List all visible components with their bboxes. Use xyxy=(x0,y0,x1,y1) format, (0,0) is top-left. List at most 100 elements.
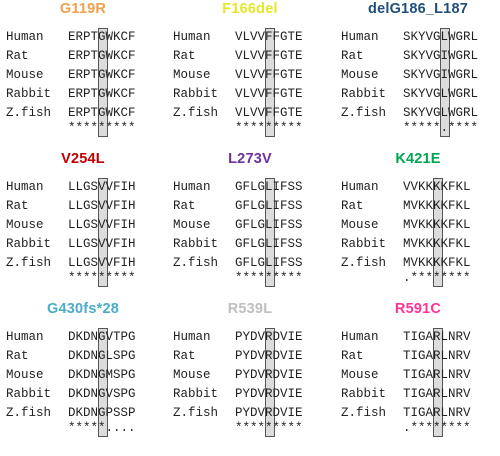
species-label: Mouse xyxy=(6,68,44,82)
species-label: Z.fish xyxy=(173,406,219,420)
species-label: Mouse xyxy=(341,68,379,82)
sequence-text: VLVVFFGTE xyxy=(235,49,303,63)
sequence-text: ERPTGWKCF xyxy=(68,106,136,120)
species-label: Mouse xyxy=(173,218,211,232)
species-label: Rat xyxy=(6,199,29,213)
sequence-text: VVKKKKFKL xyxy=(403,180,471,194)
sequence-text: VLVVFFGTE xyxy=(235,87,303,101)
mutation-column-highlight xyxy=(440,28,450,137)
sequence-text: GFLGLIFSS xyxy=(235,256,303,270)
conservation-line: ********* xyxy=(235,121,303,135)
species-label: Human xyxy=(173,180,211,194)
mutation-title: F166del xyxy=(222,1,278,17)
sequence-text: SKYVGLWGRL xyxy=(403,106,479,120)
species-label: Rat xyxy=(173,349,196,363)
sequence-text: MVKKKKFKL xyxy=(403,199,471,213)
species-label: Rabbit xyxy=(341,87,387,101)
species-label: Human xyxy=(173,330,211,344)
mutation-column-highlight xyxy=(97,328,108,437)
species-label: Human xyxy=(6,330,44,344)
mutation-title: V254L xyxy=(61,151,105,167)
mutation-title: L273V xyxy=(228,151,272,167)
conservation-line: ********* xyxy=(68,271,136,285)
species-label: Mouse xyxy=(341,368,379,382)
species-label: Rat xyxy=(173,49,196,63)
sequence-text: SKYVGIWGRL xyxy=(403,49,479,63)
alignment-panel-8: R591C Human TIGARLNRV Rat TIGARLNRV Mouse TIGA… xyxy=(335,300,500,448)
mutation-title: R539L xyxy=(227,301,273,317)
sequence-text: TIGARLNRV xyxy=(403,406,471,420)
species-label: Mouse xyxy=(6,218,44,232)
species-label: Z.fish xyxy=(6,256,52,270)
species-label: Rabbit xyxy=(6,87,52,101)
mutation-title: R591C xyxy=(394,301,442,317)
sequence-text: GFLGLIFSS xyxy=(235,237,303,251)
sequence-text: DKDNGMSPG xyxy=(68,368,136,382)
species-label: Z.fish xyxy=(341,406,387,420)
sequence-text: PYDVRDVIE xyxy=(235,406,303,420)
mutation-column-highlight xyxy=(97,28,108,137)
sequence-text: TIGARLNRV xyxy=(403,349,471,363)
conservation-line: ********* xyxy=(68,121,136,135)
sequence-text: SKYVGLWGRL xyxy=(403,87,479,101)
species-label: Rabbit xyxy=(173,237,219,251)
species-label: Z.fish xyxy=(341,256,387,270)
sequence-text: MVKKKKFKL xyxy=(403,218,471,232)
species-label: Rat xyxy=(6,49,29,63)
alignment-panel-7: R539L Human PYDVRDVIE Rat PYDVRDVIE Mouse PYDV… xyxy=(167,300,333,448)
species-label: Mouse xyxy=(173,368,211,382)
sequence-text: LLGSVVFIH xyxy=(68,180,136,194)
alignment-panel-4: L273V Human GFLGLIFSS Rat GFLGLIFSS Mouse GFLG… xyxy=(167,150,333,298)
species-label: Rabbit xyxy=(6,387,52,401)
sequence-text: SKYVGIWGRL xyxy=(403,68,479,82)
conservation-line: ********* xyxy=(235,421,303,435)
species-label: Z.fish xyxy=(6,106,52,120)
species-label: Z.fish xyxy=(6,406,52,420)
sequence-text: TIGARLNRV xyxy=(403,387,471,401)
species-label: Human xyxy=(341,330,379,344)
sequence-text: DKDNGPSSP xyxy=(68,406,136,420)
alignment-panel-3: V254L Human LLGSVVFIH Rat LLGSVVFIH Mouse LLGS… xyxy=(0,150,166,298)
conservation-line: ********* xyxy=(235,271,303,285)
sequence-text: LLGSVVFIH xyxy=(68,256,136,270)
conservation-line: .******** xyxy=(403,421,471,435)
mutation-column-highlight xyxy=(432,178,443,287)
species-label: Human xyxy=(6,30,44,44)
sequence-text: ERPTGWKCF xyxy=(68,30,136,44)
sequence-text: ERPTGWKCF xyxy=(68,68,136,82)
mutation-column-highlight xyxy=(432,328,443,437)
sequence-text: PYDVRDVIE xyxy=(235,387,303,401)
conservation-line: *****.**** xyxy=(403,121,479,135)
sequence-text: LLGSVVFIH xyxy=(68,237,136,251)
conservation-line: *****.... xyxy=(68,421,136,435)
sequence-text: DKDNGLSPG xyxy=(68,349,136,363)
species-label: Human xyxy=(341,180,379,194)
mutation-column-highlight xyxy=(264,28,275,137)
mutation-title: K421E xyxy=(395,151,441,167)
species-label: Z.fish xyxy=(173,256,219,270)
species-label: Human xyxy=(173,30,211,44)
sequence-text: GFLGLIFSS xyxy=(235,180,303,194)
sequence-text: TIGARLNRV xyxy=(403,330,471,344)
mutation-title: G430fs*28 xyxy=(47,301,119,317)
alignment-panel-5: K421E Human VVKKKKFKL Rat MVKKKKFKL Mouse MVKK… xyxy=(335,150,500,298)
conservation-line: .******** xyxy=(403,271,471,285)
species-label: Mouse xyxy=(6,368,44,382)
mutation-column-highlight xyxy=(97,178,108,287)
species-label: Rat xyxy=(341,349,364,363)
sequence-text: MVKKKKFKL xyxy=(403,237,471,251)
species-label: Rabbit xyxy=(173,387,219,401)
alignment-panel-2: delG186_L187 Human SKYVGLWGRL Rat SKYVGIWGRL… xyxy=(335,0,500,148)
mutation-title: G119R xyxy=(59,1,107,17)
mutation-title: delG186_L187 xyxy=(368,1,468,17)
sequence-text: VLVVFFGTE xyxy=(235,106,303,120)
species-label: Rat xyxy=(341,199,364,213)
species-label: Z.fish xyxy=(341,106,387,120)
species-label: Z.fish xyxy=(173,106,219,120)
species-label: Rabbit xyxy=(173,87,219,101)
sequence-text: VLVVFFGTE xyxy=(235,30,303,44)
alignment-panel-6: G430fs*28 Human DKDNGVTPG Rat DKDNGLSPG Mouse… xyxy=(0,300,166,448)
sequence-text: DKDNGVTPG xyxy=(68,330,136,344)
species-label: Mouse xyxy=(341,218,379,232)
species-label: Mouse xyxy=(173,68,211,82)
